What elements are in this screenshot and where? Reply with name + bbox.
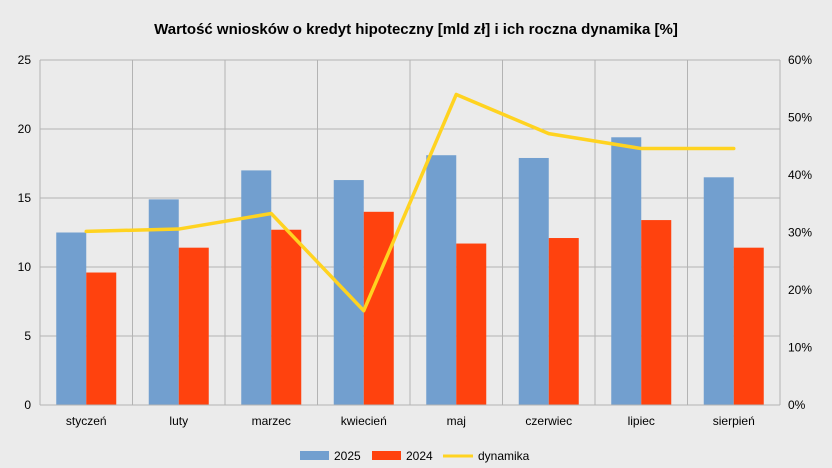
legend-label: 2024	[406, 449, 433, 463]
bar-2024	[641, 220, 672, 405]
legend-swatch-2024	[372, 451, 401, 460]
y-right-tick-label: 20%	[788, 283, 812, 297]
bar-2025	[703, 177, 734, 405]
bar-2025	[426, 155, 457, 405]
bar-2024	[271, 229, 302, 405]
bar-2024	[548, 238, 579, 405]
x-tick-label: czerwiec	[525, 414, 572, 428]
bar-2024	[86, 272, 117, 405]
y-left-tick-label: 15	[18, 191, 32, 205]
legend-label: 2025	[334, 449, 361, 463]
x-tick-label: sierpień	[713, 414, 755, 428]
bar-2025	[56, 232, 87, 405]
y-left-tick-label: 5	[24, 329, 31, 343]
x-tick-label: maj	[447, 414, 466, 428]
bar-2025	[241, 170, 272, 405]
x-tick-label: luty	[169, 414, 188, 428]
x-tick-label: lipiec	[628, 414, 655, 428]
y-right-tick-label: 0%	[788, 398, 806, 412]
y-right-tick-label: 30%	[788, 226, 812, 240]
line-dynamika	[84, 92, 736, 313]
x-tick-label: styczeń	[66, 414, 107, 428]
bar-2024	[733, 247, 764, 405]
chart-title: Wartość wniosków o kredyt hipoteczny [ml…	[154, 21, 678, 38]
y-left-tick-label: 20	[18, 122, 32, 136]
legend-swatch-2025	[300, 451, 329, 460]
y-right-tick-label: 40%	[788, 168, 812, 182]
y-left-tick-label: 0	[24, 398, 31, 412]
bar-2024	[178, 247, 209, 405]
bar-2024	[456, 243, 487, 405]
y-left-tick-label: 25	[18, 53, 32, 67]
bar-2025	[518, 157, 549, 405]
y-right-tick-label: 10%	[788, 341, 812, 355]
legend-label: dynamika	[478, 449, 530, 463]
y-right-tick-label: 60%	[788, 53, 812, 67]
y-left-tick-label: 10	[18, 260, 32, 274]
bar-2025	[148, 199, 179, 405]
y-right-tick-label: 50%	[788, 111, 812, 125]
x-tick-label: marzec	[252, 414, 291, 428]
bar-2025	[611, 137, 642, 405]
bar-2024	[363, 211, 394, 405]
x-tick-label: kwiecień	[341, 414, 387, 428]
